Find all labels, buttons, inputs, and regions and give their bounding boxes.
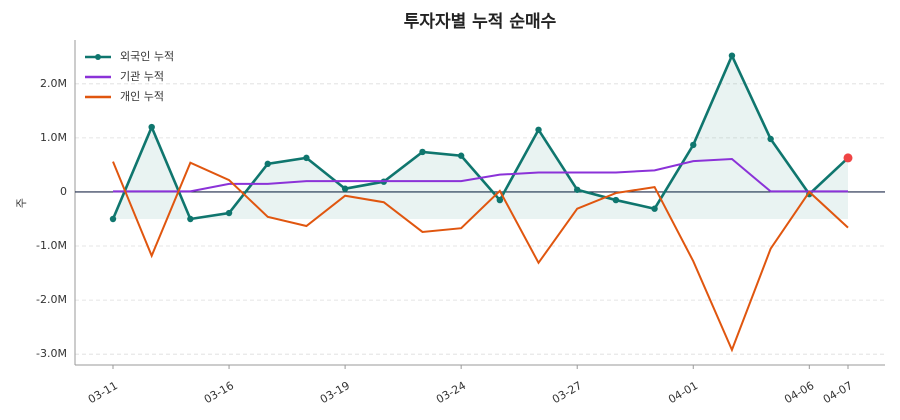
legend-label: 기관 누적 [120, 70, 164, 83]
point [767, 135, 774, 143]
legend-marker [95, 54, 101, 60]
chart-title: 투자자별 누적 순매수 [404, 12, 557, 32]
point [535, 126, 542, 133]
y-tick-label: -2.0M [36, 293, 67, 306]
x-tick-label: 03-16 [202, 379, 236, 406]
y-tick-label: -1.0M [36, 239, 67, 252]
series-line [112, 161, 849, 353]
y-tick-label: 1.0M [40, 131, 67, 144]
point [843, 153, 853, 163]
point [574, 186, 581, 193]
point [612, 196, 620, 204]
point [187, 215, 194, 223]
x-tick-label: 03-27 [550, 379, 584, 406]
point [109, 215, 117, 223]
point [690, 141, 697, 149]
y-axis-label: 주 [15, 198, 28, 208]
y-tick-label: 0 [60, 185, 67, 198]
point [341, 185, 349, 192]
legend-label: 개인 누적 [120, 90, 164, 103]
point [496, 196, 504, 204]
x-tick-label: 04-07 [821, 379, 855, 406]
series-line [113, 157, 848, 193]
x-tick-label: 03-24 [434, 379, 468, 406]
point [728, 52, 736, 59]
area-fill [113, 55, 848, 219]
x-tick-label: 03-11 [86, 379, 120, 406]
point [651, 205, 658, 212]
point [148, 123, 155, 131]
y-tick-label: 2.0M [40, 77, 67, 90]
point [264, 160, 271, 168]
point [457, 152, 465, 159]
point [225, 209, 233, 217]
x-tick-label: 04-06 [782, 379, 816, 406]
y-tick-label: -3.0M [36, 347, 67, 360]
legend-label: 외국인 누적 [120, 50, 174, 63]
point [419, 148, 426, 156]
point [303, 154, 310, 162]
x-tick-label: 04-01 [666, 379, 700, 406]
x-tick-label: 03-19 [318, 379, 352, 406]
